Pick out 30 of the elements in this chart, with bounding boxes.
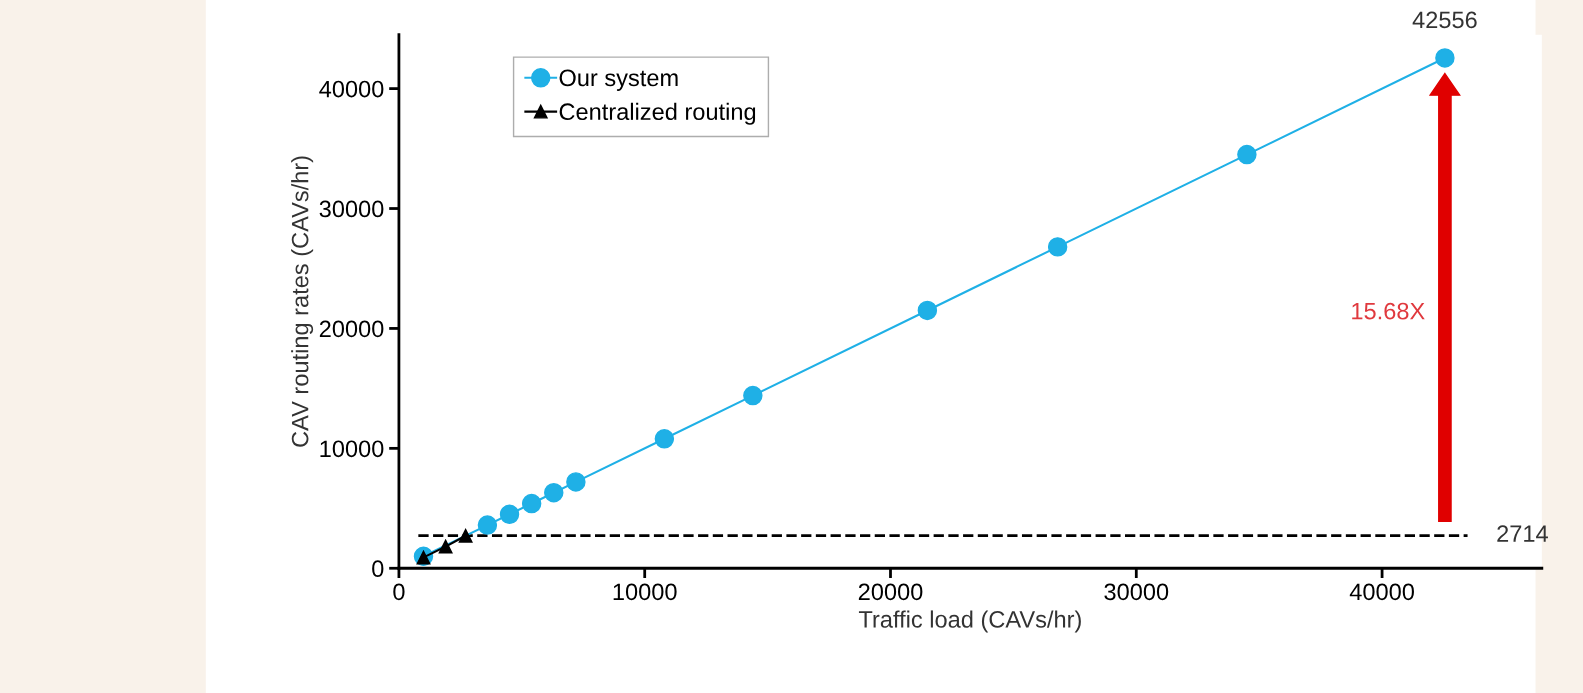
point <box>499 504 520 525</box>
point <box>566 472 586 492</box>
x-axis-title: Traffic load (CAVs/hr) <box>858 610 1081 633</box>
point <box>521 493 542 514</box>
y-tick-label: 30000 <box>319 200 384 218</box>
annotation: 15.68X <box>1352 302 1425 320</box>
y-axis-title: CAV routing rates (CAVs/hr) <box>291 156 314 447</box>
point <box>438 539 453 554</box>
point <box>477 515 498 535</box>
x-tick-label: 40000 <box>1349 583 1414 601</box>
point <box>1237 144 1257 165</box>
annotation: 42556 <box>1412 11 1477 29</box>
point <box>917 300 938 321</box>
y-tick-label: 20000 <box>319 320 384 338</box>
y-tick-label: 0 <box>372 560 384 578</box>
legend-label: Our system <box>559 69 678 91</box>
point <box>544 482 564 503</box>
y-tick-label: 40000 <box>319 80 384 98</box>
point <box>1047 237 1068 257</box>
point <box>743 385 763 406</box>
x-tick-label: 0 <box>393 583 405 601</box>
legend-label: Centralized routing <box>559 102 756 125</box>
ref-line-label: 2714 <box>1497 525 1548 542</box>
x-tick-label: 30000 <box>1104 583 1169 601</box>
x-tick-label: 10000 <box>613 583 677 601</box>
point <box>1435 48 1455 68</box>
x-tick-label: 20000 <box>858 583 923 601</box>
point <box>654 429 675 449</box>
y-tick-label: 10000 <box>320 440 384 458</box>
point <box>458 528 473 543</box>
